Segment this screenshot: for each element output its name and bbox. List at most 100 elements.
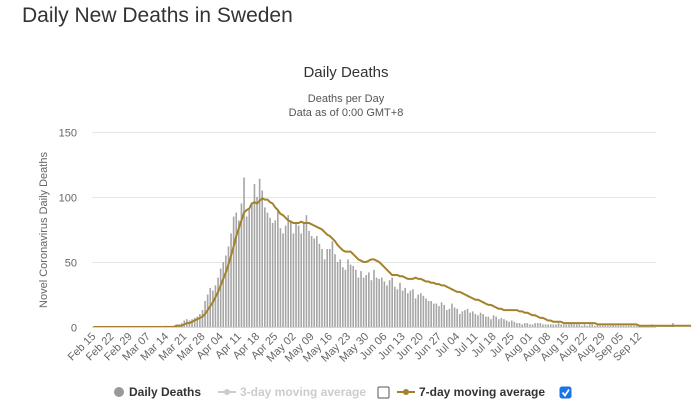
bar [453,307,456,327]
bar [484,316,487,327]
bar [342,267,344,327]
y-axis-label: Novel Coronavirus Daily Deaths [38,152,50,308]
legend-3-day-checkbox[interactable] [377,386,390,399]
bar [406,293,409,327]
bar [349,264,352,327]
bar [227,246,230,327]
bar [588,324,591,327]
bar [425,298,427,327]
bar [373,269,375,327]
y-tick-label: 150 [59,128,77,140]
bar [523,323,526,327]
bar [526,323,529,327]
bar [191,319,193,327]
bar [347,259,349,327]
bar [329,249,331,327]
bar [409,290,412,327]
bar [604,325,607,327]
bar [503,319,505,327]
daily-deaths-bars [165,177,674,327]
bar [313,238,316,327]
bar [542,324,544,327]
bar [282,233,284,327]
bar [500,317,503,327]
bar [505,320,508,327]
bar [565,324,568,327]
bar [487,316,490,327]
bar [578,324,581,327]
legend-item-daily-deaths[interactable]: Daily Deaths [114,385,201,399]
bar [378,278,380,327]
bar [474,314,477,327]
legend-daily-deaths-marker [114,387,124,397]
bar [414,298,417,327]
page-title: Daily New Deaths in Sweden [22,4,293,27]
bar [256,197,258,327]
bar [599,325,601,327]
bar [261,190,264,327]
bar [212,290,214,327]
bar [219,268,222,327]
bar [355,269,357,327]
bar [401,290,404,327]
bar [365,275,368,327]
bar [617,325,620,327]
bar [547,324,549,327]
bar [521,324,523,327]
bar [297,225,300,327]
legend-item-3-day-moving-average[interactable]: 3-day moving average [218,385,366,399]
bar [388,280,391,327]
bar [287,215,290,327]
bar [290,220,292,327]
bar [627,325,630,327]
bar [448,308,451,327]
bar [620,325,622,327]
bar [368,272,370,327]
bar [479,312,482,327]
bar [534,323,536,327]
bar [391,277,393,327]
moving-average-line-layer [93,197,692,328]
bar [581,325,583,327]
bar [303,221,305,327]
bar [614,325,617,327]
chart-legend: Daily Deaths 3-day moving average 7-day … [114,385,572,399]
bar [331,241,334,327]
legend-3-day-checkbox-box [377,386,390,399]
bar [633,325,635,327]
bar [243,177,245,327]
bar [295,223,297,327]
bar [609,325,612,327]
legend-item-7-day-moving-average[interactable]: 7-day moving average [397,385,545,399]
bar [292,233,295,327]
bar [396,289,399,327]
bar [612,324,614,327]
bar [399,282,401,327]
bar [443,304,445,327]
bar [513,321,516,327]
bar [531,324,534,327]
bar [596,324,599,327]
bar [539,323,542,327]
legend-7-day-checkbox[interactable] [559,386,572,399]
bar [552,324,555,327]
bar [601,325,604,327]
legend-3-day-label: 3-day moving average [240,385,366,399]
bar [201,310,204,327]
bar [326,249,329,327]
bar [264,207,266,327]
bar [375,277,378,327]
bar [284,225,287,327]
bar [490,319,492,327]
bar [510,320,513,327]
bar [334,254,336,327]
seven-day-moving-average-line [93,197,692,328]
bar [321,249,323,327]
bar [266,212,269,327]
bar [269,217,271,327]
bar [430,301,432,327]
bar [279,228,282,327]
grid-lines [92,132,656,263]
bar [222,262,225,327]
